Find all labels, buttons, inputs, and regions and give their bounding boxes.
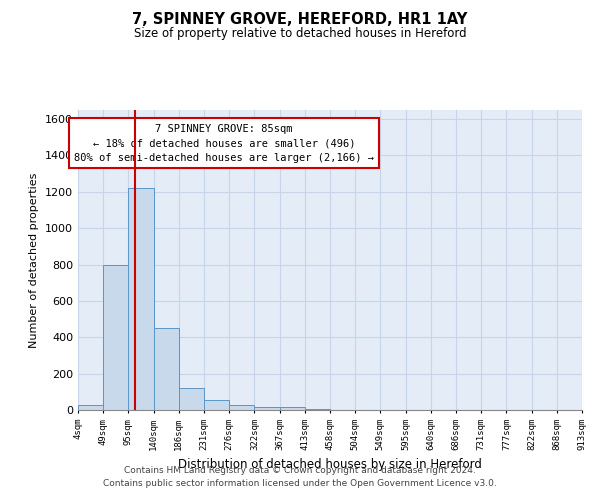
X-axis label: Distribution of detached houses by size in Hereford: Distribution of detached houses by size … bbox=[178, 458, 482, 471]
Bar bbox=[204, 400, 229, 410]
Bar bbox=[103, 264, 128, 410]
Text: 7, SPINNEY GROVE, HEREFORD, HR1 1AY: 7, SPINNEY GROVE, HEREFORD, HR1 1AY bbox=[133, 12, 467, 28]
Bar bbox=[280, 408, 305, 410]
Bar bbox=[154, 328, 179, 410]
Bar bbox=[229, 405, 254, 410]
Bar bbox=[78, 406, 103, 410]
Bar bbox=[128, 188, 154, 410]
Text: Size of property relative to detached houses in Hereford: Size of property relative to detached ho… bbox=[134, 28, 466, 40]
Text: 7 SPINNEY GROVE: 85sqm
← 18% of detached houses are smaller (496)
80% of semi-de: 7 SPINNEY GROVE: 85sqm ← 18% of detached… bbox=[74, 124, 374, 163]
Bar bbox=[179, 388, 204, 410]
Text: Contains HM Land Registry data © Crown copyright and database right 2024.
Contai: Contains HM Land Registry data © Crown c… bbox=[103, 466, 497, 487]
Bar bbox=[254, 406, 280, 410]
Bar bbox=[305, 408, 330, 410]
Y-axis label: Number of detached properties: Number of detached properties bbox=[29, 172, 40, 348]
